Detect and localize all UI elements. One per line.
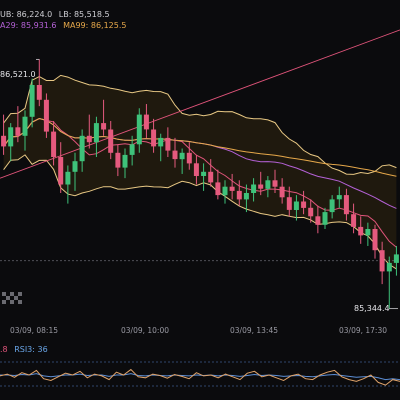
candle-body — [72, 161, 78, 172]
candle-body — [386, 262, 392, 272]
candle-body — [8, 127, 14, 147]
bollinger-lower-line — [3, 154, 397, 270]
candle-body — [36, 85, 42, 100]
candle-body — [143, 114, 149, 130]
candle-body — [265, 180, 271, 189]
candle-body — [393, 254, 399, 263]
high-price-marker: 86,521.0 — [0, 70, 36, 79]
candle-body — [58, 157, 64, 185]
candle-body — [351, 214, 357, 227]
bollinger-upper-line — [3, 74, 397, 175]
candle-body — [315, 216, 321, 225]
candle-body — [172, 150, 178, 160]
candle-body — [258, 184, 264, 189]
x-tick-label: 03/09, 08:15 — [10, 326, 58, 335]
candle-body — [43, 99, 49, 132]
candle-body — [193, 163, 199, 176]
candle-body — [101, 123, 107, 130]
candle-body — [293, 201, 299, 210]
rsi-prefix-value: .8 — [0, 345, 8, 354]
candle-body — [336, 195, 342, 200]
legend-bollinger: UB: 86,224.0 LB: 85,518.5 — [0, 10, 114, 19]
candle-body — [358, 226, 364, 236]
candle-body — [186, 152, 192, 164]
low-price-marker: 85,344.4 — [354, 304, 390, 313]
candle-body — [379, 250, 385, 272]
candle-body — [179, 152, 185, 160]
legend-moving-averages: A29: 85,931.6 MA99: 86,125.5 — [0, 21, 130, 30]
candle-body — [86, 135, 92, 143]
candle-body — [372, 229, 378, 251]
candle-body — [165, 137, 171, 151]
candle-body — [343, 195, 349, 215]
rsi-line — [0, 368, 400, 386]
candle-body — [236, 190, 242, 200]
candle-body — [201, 171, 207, 176]
candle-body — [1, 135, 7, 147]
candle-body — [308, 207, 314, 217]
candle-body — [208, 171, 214, 183]
x-tick-label: 03/09, 10:00 — [121, 326, 169, 335]
candle-body — [51, 131, 57, 157]
candle-body — [251, 184, 257, 193]
candle-body — [122, 154, 128, 168]
trend-line — [0, 29, 400, 179]
ma29-value: A29: 85,931.6 — [0, 21, 57, 30]
candle-body — [279, 186, 285, 198]
bb-upper-value: UB: 86,224.0 — [0, 10, 53, 19]
candle-body — [151, 129, 157, 147]
candle-body — [229, 186, 235, 191]
candle-body — [29, 85, 35, 117]
legend-rsi: .8 RSI3: 36 — [0, 345, 52, 354]
low-price-text: 85,344.4 — [354, 304, 390, 313]
candle-body — [301, 201, 307, 208]
candle-body — [243, 193, 249, 200]
rsi-value: RSI3: 36 — [14, 345, 48, 354]
candle-body — [322, 212, 328, 225]
rsi-signal-line — [0, 373, 400, 381]
watermark-logo-icon — [2, 292, 22, 304]
candle-body — [215, 182, 221, 196]
candle-body — [129, 144, 135, 155]
candle-body — [108, 129, 114, 153]
high-price-text: 86,521.0 — [0, 70, 36, 79]
candle-body — [365, 229, 371, 236]
candle-body — [22, 116, 28, 136]
candle-body — [93, 123, 99, 143]
candle-body — [286, 197, 292, 210]
bb-lower-value: LB: 85,518.5 — [58, 10, 110, 19]
candle-body — [79, 135, 85, 162]
ma99-line — [3, 117, 397, 177]
ma99-value: MA99: 86,125.5 — [63, 21, 127, 30]
candle-body — [136, 114, 142, 145]
candle-body — [15, 127, 21, 136]
candle-body — [272, 180, 278, 187]
candle-body — [329, 199, 335, 213]
x-tick-label: 03/09, 13:45 — [230, 326, 278, 335]
candle-body — [158, 137, 164, 147]
candle-body — [115, 152, 121, 168]
candle-body — [65, 171, 71, 185]
candle-body — [222, 186, 228, 196]
x-tick-label: 03/09, 17:30 — [339, 326, 387, 335]
